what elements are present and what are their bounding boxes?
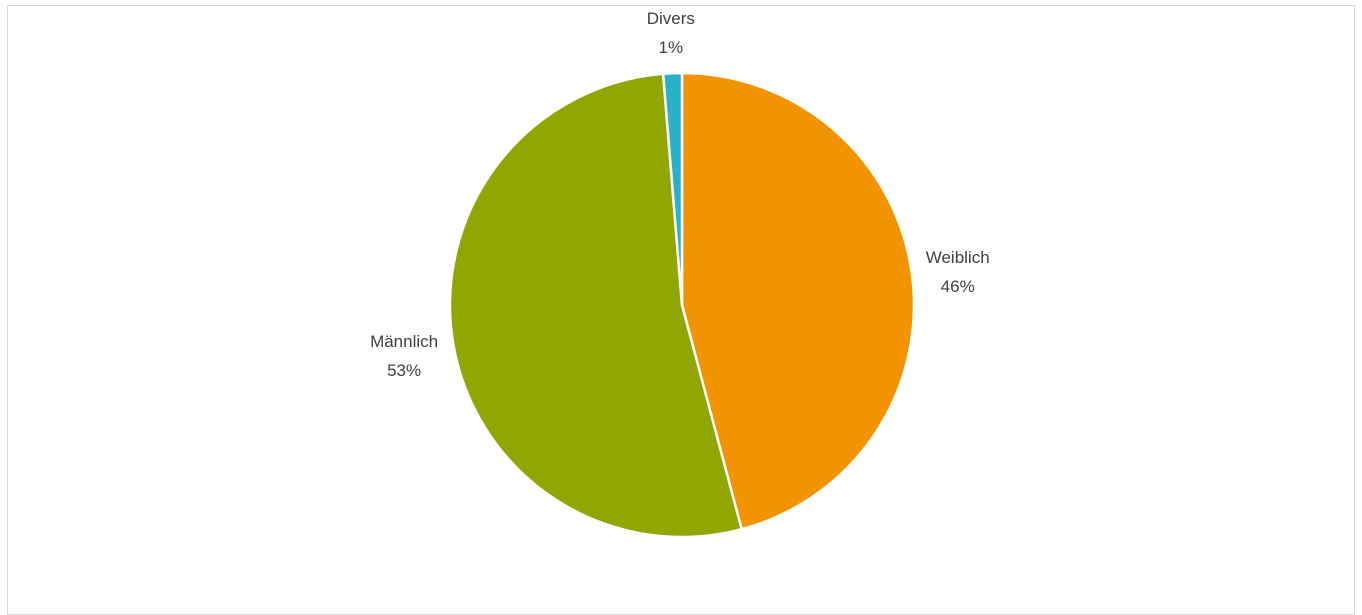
pie-slice-divers	[661, 71, 684, 307]
pie-label-percent: 46%	[941, 277, 975, 296]
pie-label-category: Männlich	[370, 332, 438, 351]
pie-slice-weiblich	[680, 71, 916, 531]
pie-label-percent: 1%	[659, 38, 684, 57]
pie-label-weiblich: Weiblich 46%	[926, 248, 990, 296]
pie-slice-männlich	[448, 72, 743, 539]
pie-label-percent: 53%	[387, 361, 421, 380]
pie-label-divers: Divers 1%	[647, 9, 695, 57]
pie-label-category: Weiblich	[926, 248, 990, 267]
pie-label-category: Divers	[647, 9, 695, 28]
pie-label-männlich: Männlich 53%	[370, 332, 438, 380]
pie-labels: Weiblich 46% Männlich 53% Divers 1%	[370, 9, 990, 380]
pie-slices	[448, 71, 916, 539]
